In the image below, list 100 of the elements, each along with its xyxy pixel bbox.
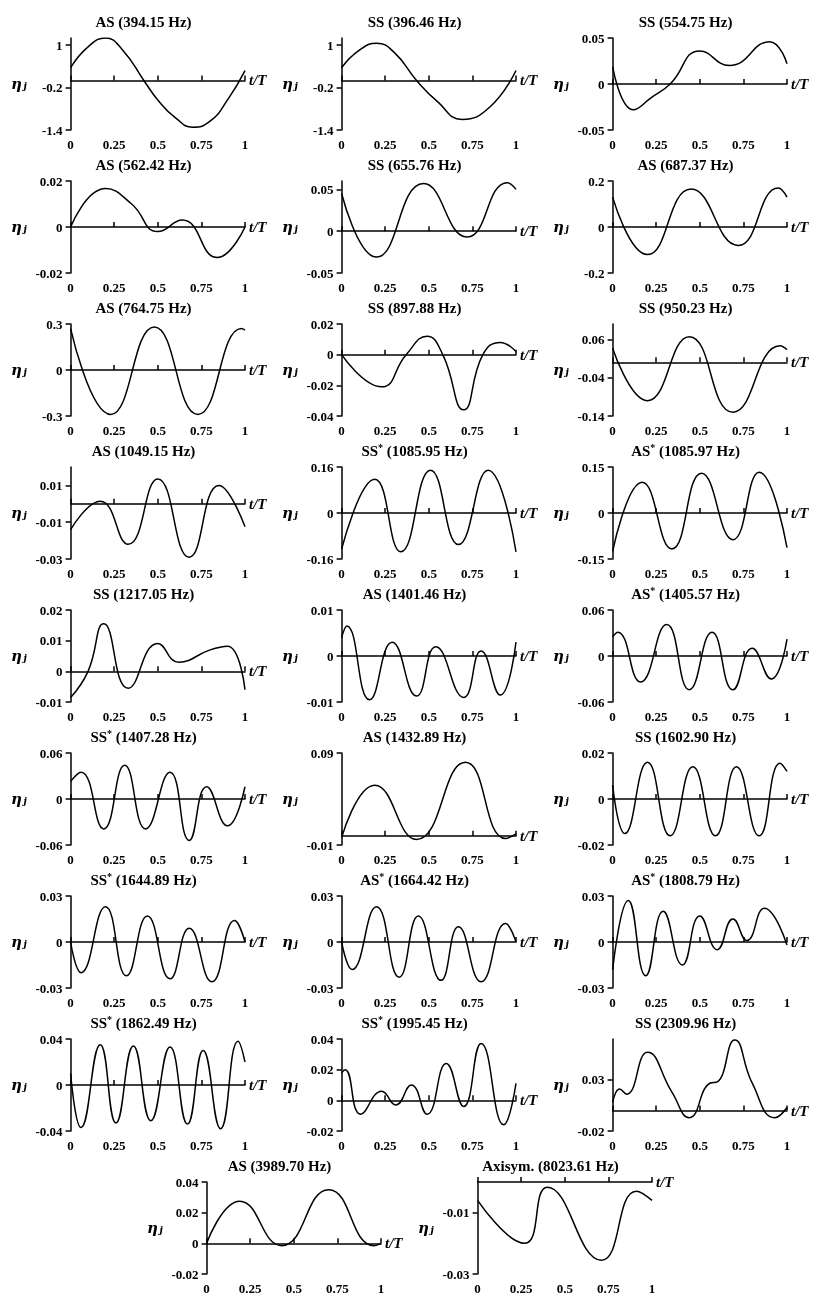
y-axis-title: ηⱼ	[11, 933, 27, 951]
x-tick-label: 0.75	[190, 852, 214, 867]
y-axis-title: ηⱼ	[11, 1076, 27, 1094]
x-tick-label: 0	[338, 995, 345, 1010]
y-tick-label: 0	[598, 934, 605, 950]
chart-title: SS (950.23 Hz)	[638, 300, 733, 317]
x-tick-label: 0.5	[691, 566, 709, 581]
y-tick-label: -0.03	[35, 551, 64, 567]
x-tick-label: 1	[241, 995, 249, 1010]
x-tick-label: 0.75	[325, 1281, 349, 1296]
x-tick-label: 0.5	[420, 852, 438, 867]
x-tick-label: 0.75	[190, 709, 214, 724]
y-axis-title: ηⱼ	[553, 504, 569, 522]
x-axis-title: t/T	[520, 827, 539, 844]
x-tick-label: 0	[338, 852, 345, 867]
x-tick-label: 0.5	[420, 137, 438, 152]
y-tick-label: -0.02	[171, 1266, 199, 1282]
y-tick-label: 0.03	[581, 888, 606, 904]
chart-title: AS (1401.46 Hz)	[362, 586, 467, 603]
x-tick-label: 0.75	[732, 280, 756, 295]
x-tick-label: 0	[338, 137, 345, 152]
y-axis-title: ηⱼ	[553, 647, 569, 665]
y-tick-label: -1.4	[42, 122, 64, 138]
x-tick-label: 0.5	[149, 566, 167, 581]
y-tick-label: -0.02	[306, 377, 334, 393]
x-tick-label: 0	[609, 709, 616, 724]
chart-title: AS (687.37 Hz)	[637, 157, 734, 174]
x-tick-label: 0	[609, 852, 616, 867]
y-tick-label: -0.03	[306, 980, 335, 996]
x-axis-title: t/T	[520, 934, 539, 950]
chart-title: SS* (1644.89 Hz)	[90, 870, 197, 889]
x-tick-label: 0	[67, 995, 74, 1010]
x-axis-title: t/T	[520, 1092, 539, 1109]
y-tick-label: -1.4	[313, 122, 335, 138]
y-axis-title: ηⱼ	[11, 504, 27, 522]
x-tick-label: 0.25	[102, 137, 127, 152]
y-axis-title: ηⱼ	[553, 790, 569, 808]
x-tick-label: 0.25	[373, 995, 398, 1010]
y-tick-label: 0.16	[310, 459, 335, 475]
chart-title: Axisym. (8023.61 Hz)	[481, 1158, 619, 1175]
y-tick-label: 0.01	[39, 477, 63, 493]
x-tick-label: 1	[512, 852, 520, 867]
y-tick-label: -0.2	[42, 80, 63, 96]
x-tick-label: 0.25	[102, 280, 127, 295]
x-tick-label: 0.5	[691, 280, 709, 295]
x-axis-title: t/T	[655, 1174, 674, 1190]
x-tick-label: 0.75	[461, 1138, 485, 1153]
y-tick-label: 0	[56, 791, 63, 807]
x-tick-label: 0	[473, 1281, 481, 1296]
x-tick-label: 0.5	[691, 709, 709, 724]
chart-title: SS (897.88 Hz)	[367, 300, 462, 317]
x-tick-label: 1	[783, 137, 791, 152]
x-tick-label: 1	[241, 1138, 249, 1153]
x-tick-label: 0.5	[691, 852, 709, 867]
x-tick-label: 0.75	[732, 709, 756, 724]
x-tick-label: 1	[241, 137, 249, 152]
x-tick-label: 0.25	[102, 566, 127, 581]
x-tick-label: 0.5	[149, 709, 167, 724]
x-tick-label: 0	[609, 1138, 616, 1153]
x-tick-label: 0.75	[190, 280, 214, 295]
x-tick-label: 0.5	[420, 423, 438, 438]
x-tick-label: 1	[783, 423, 791, 438]
x-tick-label: 0.75	[190, 566, 214, 581]
x-tick-label: 0.25	[238, 1281, 262, 1296]
y-tick-label: -0.04	[306, 408, 335, 424]
x-tick-label: 0.25	[644, 566, 669, 581]
y-axis-title: ηⱼ	[11, 75, 27, 93]
x-tick-label: 1	[783, 852, 791, 867]
chart-title: AS* (1405.57 Hz)	[631, 584, 740, 603]
chart-title: SS (2309.96 Hz)	[634, 1015, 737, 1032]
chart-title: AS (562.42 Hz)	[95, 157, 192, 174]
x-tick-label: 0	[609, 566, 616, 581]
x-tick-label: 0.75	[190, 995, 214, 1010]
y-tick-label: 0.03	[39, 888, 64, 904]
y-tick-label: 0.01	[310, 602, 334, 618]
x-tick-label: 0.25	[373, 709, 398, 724]
x-tick-label: 0.25	[102, 852, 127, 867]
x-axis-title: t/T	[791, 505, 810, 521]
x-axis-title: t/T	[520, 72, 539, 89]
y-tick-label: 0	[327, 347, 334, 363]
x-tick-label: 0.75	[461, 995, 485, 1010]
x-tick-label: 1	[783, 280, 791, 295]
x-tick-label: 0.5	[420, 1138, 438, 1153]
x-tick-label: 0	[338, 709, 345, 724]
y-tick-label: -0.02	[577, 837, 605, 853]
x-tick-label: 0.75	[732, 852, 756, 867]
x-tick-label: 0.25	[644, 709, 669, 724]
y-tick-label: 0	[56, 219, 63, 235]
chart-title: AS (764.75 Hz)	[95, 300, 192, 317]
x-tick-label: 0	[67, 280, 74, 295]
y-tick-label: -0.01	[35, 694, 63, 710]
y-axis-title: ηⱼ	[553, 75, 569, 93]
y-tick-label: 0.04	[39, 1031, 64, 1047]
y-tick-label: 0	[56, 663, 63, 679]
y-tick-label: -0.02	[306, 1123, 334, 1139]
x-tick-label: 0.75	[596, 1281, 620, 1296]
x-tick-label: 0	[67, 1138, 74, 1153]
y-tick-label: 0.15	[581, 459, 606, 475]
x-tick-label: 0.25	[373, 423, 398, 438]
x-tick-label: 0.5	[149, 995, 167, 1010]
